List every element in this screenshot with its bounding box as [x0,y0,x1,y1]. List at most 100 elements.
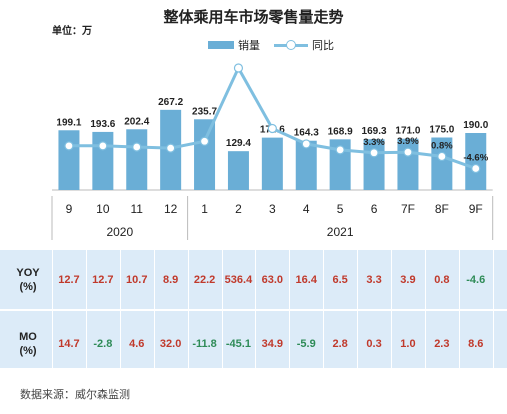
yoy-point-9F [471,163,481,174]
bar-value-label: 164.3 [294,128,319,139]
table-column-divider [221,250,223,368]
table-cell: -45.1 [225,338,251,350]
table-cell: 63.0 [261,274,284,286]
yoy-point-5 [335,145,345,155]
yoy-point-1 [199,136,210,146]
table-cell: 12.7 [92,274,114,286]
table-cell: 32.0 [159,338,182,350]
table-column-divider [187,250,189,368]
yoy-label: 3.3% [363,137,385,148]
x-tick-label: 11 [131,202,144,216]
bar-1 [194,119,216,190]
x-tick-label: 9 [66,202,73,216]
yoy-point-10 [98,141,108,151]
bar-5 [329,139,351,190]
data-table: YOY (%) 12.7 12.7 10.7 8.9 22.2 536.4 63.0 16.4 6.… [0,250,507,368]
x-tick-label: 2 [235,202,242,216]
x-tick-label: 10 [96,202,110,216]
table-column-divider [289,250,291,368]
legend-bar-label: 销量 [238,39,260,52]
table-column-divider [85,250,87,368]
table-row-label: MO (%) [19,331,37,357]
yoy-point-6 [369,148,379,158]
table-cell: -4.6 [466,274,486,286]
table-cell: -11.8 [192,338,217,350]
table-column-divider [357,250,359,368]
yoy-point-8F [437,151,447,162]
table-column-divider [153,250,155,368]
bar-value-label: 193.6 [90,119,115,130]
table-cell: 10.7 [126,274,148,286]
yoy-point-4 [301,139,311,149]
bar-value-label: 129.4 [226,138,251,149]
table-column-divider [391,250,392,368]
data-source: 数据来源：威尔森监测 [20,388,130,401]
yoy-point-9 [64,141,74,151]
unit-label: 单位：万 [52,26,92,37]
table-cell: 22.2 [193,274,216,286]
yoy-label: -4.6% [463,153,488,164]
table-cell: -2.8 [93,338,113,350]
bar-value-label: 235.7 [192,106,217,117]
bar-9F [465,133,487,190]
table-cell: 0.8 [434,274,450,286]
table-cell: 3.3 [366,274,382,286]
yoy-point-3 [267,123,277,134]
table-cell: 34.9 [261,338,284,350]
table-column-divider [323,250,325,368]
table-cell: 1.0 [400,338,416,350]
x-tick-label: 9F [469,202,483,216]
legend-bar-swatch [208,41,234,49]
bar-2 [227,151,249,190]
bar-value-label: 199.1 [56,117,81,128]
table-row-label: YOY (%) [16,267,40,293]
bar-10 [92,131,114,190]
x-tick-label: 12 [164,202,178,216]
table-cell: 14.7 [58,338,80,350]
chart-title: 整体乘用车市场零售量走势 [163,8,344,26]
legend-line-swatch [274,40,308,50]
yoy-point-11 [132,142,142,152]
x-tick-label: 3 [269,202,276,216]
sales-chart: 199.1193.6202.4267.2235.7129.4174.6164.3… [51,63,494,240]
yoy-point-7F [403,147,413,157]
table-column-divider [255,250,257,368]
table-cell: 8.6 [468,338,484,350]
yoy-label: 0.8% [431,140,453,151]
bar-value-label: 190.0 [463,120,488,131]
table-cell: 4.6 [129,338,145,350]
table-cell: 16.4 [295,274,317,286]
x-tick-label: 8F [435,202,449,216]
x-tick-label: 4 [303,202,310,216]
bar-value-label: 267.2 [158,97,183,108]
year-label: 2021 [327,225,354,239]
x-tick-label: 1 [201,202,208,216]
yoy-point-12 [166,143,176,153]
bar-9 [58,130,80,190]
bar-value-label: 202.4 [124,116,149,127]
bar-3 [261,137,283,190]
bar-4 [295,140,317,190]
table-column-divider [52,250,53,368]
table-cell: 8.9 [162,274,179,286]
table-cell: -5.9 [296,338,316,350]
year-label: 2020 [106,225,133,239]
table-cell: 3.9 [400,274,416,286]
table-column-divider [492,250,494,368]
legend: 销量 同比 [208,37,334,53]
table-cell: 536.4 [224,274,253,286]
table-cell: 6.5 [332,274,348,286]
bar-value-label: 169.3 [362,126,387,137]
legend-line-label: 同比 [312,39,334,52]
x-tick-label: 7F [401,202,415,216]
table-row-divider [0,309,507,311]
bar-8F [431,137,453,190]
bar-value-label: 168.9 [328,126,353,137]
table-cell: 12.7 [58,274,80,286]
table-column-divider [458,250,460,368]
x-tick-label: 6 [371,202,378,216]
x-tick-label: 5 [337,202,344,216]
yoy-point-2 [233,63,244,73]
table-column-divider [424,250,426,368]
table-cell: 2.3 [434,338,450,350]
